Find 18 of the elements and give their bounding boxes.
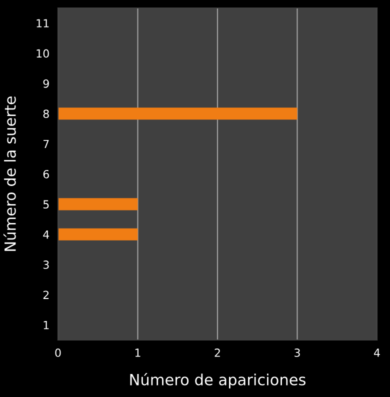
y-tick-label: 2 xyxy=(43,290,49,299)
x-tick-label: 4 xyxy=(374,348,380,357)
x-axis-title: Número de apariciones xyxy=(130,372,306,388)
y-tick-label: 5 xyxy=(43,200,49,209)
y-tick-label: 3 xyxy=(43,260,49,269)
x-tick-label: 2 xyxy=(214,348,220,357)
y-tick-label: 4 xyxy=(43,230,50,239)
y-tick-label: 9 xyxy=(43,79,49,88)
y-tick-label: 1 xyxy=(44,321,49,330)
x-tick-label: 0 xyxy=(55,348,61,357)
y-tick-label: 8 xyxy=(43,110,49,118)
x-tick-label: 3 xyxy=(294,348,300,357)
y-tick-label: 7 xyxy=(44,140,49,148)
x-tick-label: 1 xyxy=(135,348,140,357)
y-tick-label: 6 xyxy=(43,170,49,178)
y-tick-label: 10 xyxy=(36,49,49,58)
y-axis-title: Número de la suerte xyxy=(3,96,16,251)
y-tick-label: 11 xyxy=(36,19,49,28)
